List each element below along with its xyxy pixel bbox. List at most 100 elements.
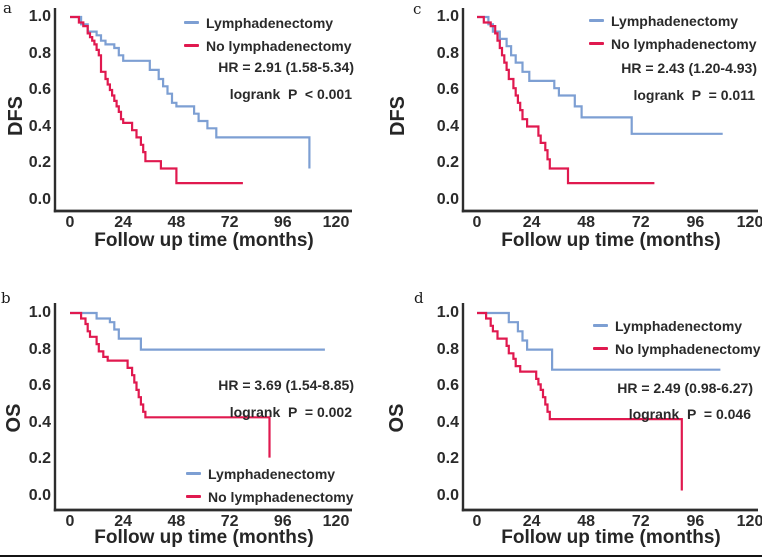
panel-d: d OS Lymphadenectomy No lymphadenectomy … [381,278,762,557]
panel-a: a DFS Lymphadenectomy No lymphadenectomy… [0,0,381,278]
hr-annotation: HR = 2.91 (1.58-5.34) [218,59,354,75]
logrank-annotation: logrank P = 0.002 [229,404,352,420]
legend-item-lymphadenectomy: Lymphadenectomy [593,314,760,337]
y-tick-label: 1.0 [28,8,51,25]
y-tick-label: 0.2 [28,450,51,468]
panel-letter: b [1,289,11,307]
panel-letter: d [414,289,424,307]
y-tick-label: 0.4 [436,117,459,135]
legend-item-lymphadenectomy: Lymphadenectomy [186,462,353,485]
y-tick-label: 0.8 [28,340,51,358]
legend-swatch-no-lymphadenectomy [589,42,604,45]
y-tick-label: 0.0 [28,487,51,504]
survival-curve-no-lymphadenectomy [477,311,683,491]
legend-label: No lymphadenectomy [615,340,761,357]
legend-label: No lymphadenectomy [206,37,352,54]
panel-letter: a [3,0,12,17]
y-tick-label: 0.4 [28,117,51,135]
x-tick-label: 72 [631,214,650,231]
y-tick-label: 0.4 [28,413,51,431]
legend: Lymphadenectomy No lymphadenectomy [186,462,353,508]
x-tick-label: 24 [522,214,541,231]
survival-curve-no-lymphadenectomy [70,311,271,458]
x-tick-label: 96 [273,214,292,231]
x-tick-label: 120 [322,214,350,231]
x-axis-label: Follow up time (months) [94,527,314,548]
x-tick-label: 120 [322,513,350,530]
x-tick-label: 96 [686,513,705,530]
survival-curve-no-lymphadenectomy [70,15,243,185]
survival-curve-lymphadenectomy [477,15,723,135]
legend-item-no-lymphadenectomy: No lymphadenectomy [184,34,351,57]
panel-letter: c [413,0,422,18]
km-plot-c [461,8,758,213]
x-tick-label: 24 [114,513,133,530]
legend-swatch-lymphadenectomy [589,19,604,22]
y-tick-label: 1.0 [436,304,459,321]
y-tick-label: 0.8 [28,44,51,62]
km-plot-d [461,303,758,512]
x-tick-label: 120 [736,214,762,231]
legend-swatch-lymphadenectomy [186,472,201,475]
legend: Lymphadenectomy No lymphadenectomy [589,9,756,55]
x-tick-label: 0 [472,513,482,530]
y-tick-label: 0.2 [436,450,459,468]
y-tick-label: 0.0 [436,487,459,504]
hr-annotation: HR = 2.49 (0.98-6.27) [617,380,753,396]
legend-item-lymphadenectomy: Lymphadenectomy [589,9,756,32]
x-tick-label: 0 [65,214,75,231]
x-axis-label: Follow up time (months) [501,230,721,251]
y-axis-label: DFS [387,96,409,136]
logrank-annotation: logrank P = 0.011 [633,87,755,103]
hr-annotation: HR = 2.43 (1.20-4.93) [621,60,757,76]
legend: Lymphadenectomy No lymphadenectomy [184,11,351,57]
survival-curve-no-lymphadenectomy [477,15,655,185]
y-tick-label: 0.2 [436,154,459,171]
legend-label: No lymphadenectomy [611,35,757,52]
legend-label: Lymphadenectomy [611,12,739,29]
x-tick-label: 24 [114,214,133,231]
y-tick-label: 0.8 [436,44,459,62]
y-tick-label: 0.6 [28,81,51,98]
legend-swatch-no-lymphadenectomy [186,495,201,498]
y-tick-label: 0.4 [436,413,459,431]
legend-swatch-lymphadenectomy [593,324,608,327]
legend-label: Lymphadenectomy [208,465,336,482]
legend-swatch-lymphadenectomy [184,21,199,24]
x-tick-label: 48 [577,513,596,530]
y-axis-label: OS [386,403,408,433]
y-tick-label: 0.0 [28,190,51,208]
x-tick-label: 72 [631,513,650,530]
x-axis-label: Follow up time (months) [94,230,314,251]
legend-item-no-lymphadenectomy: No lymphadenectomy [593,337,760,360]
panel-b: b OS Lymphadenectomy No lymphadenectomy … [0,278,381,557]
y-tick-label: 1.0 [436,8,459,25]
legend-label: No lymphadenectomy [208,488,354,505]
panel-c: c DFS Lymphadenectomy No lymphadenectomy… [381,0,762,278]
y-tick-label: 1.0 [28,304,51,321]
x-tick-label: 72 [220,214,239,231]
legend-item-no-lymphadenectomy: No lymphadenectomy [186,485,353,508]
y-tick-label: 0.2 [28,154,51,171]
x-tick-label: 48 [577,214,596,231]
legend-label: Lymphadenectomy [206,14,334,31]
y-tick-label: 0.8 [436,340,459,358]
y-tick-label: 0.6 [28,377,51,395]
legend-item-lymphadenectomy: Lymphadenectomy [184,11,351,34]
logrank-annotation: logrank P = 0.046 [628,406,751,422]
x-tick-label: 96 [686,214,705,231]
x-tick-label: 72 [220,513,239,530]
y-tick-label: 0.0 [436,190,459,208]
x-tick-label: 24 [522,513,541,530]
x-tick-label: 0 [472,214,482,231]
legend-swatch-no-lymphadenectomy [184,44,199,47]
x-tick-label: 48 [167,214,186,231]
survival-curve-lymphadenectomy [70,311,325,351]
legend-swatch-no-lymphadenectomy [593,347,608,350]
logrank-annotation: logrank P < 0.001 [229,86,352,102]
x-tick-label: 0 [65,513,75,530]
survival-curve-lymphadenectomy [477,311,721,371]
legend: Lymphadenectomy No lymphadenectomy [593,314,760,360]
survival-curve-lymphadenectomy [70,15,311,169]
